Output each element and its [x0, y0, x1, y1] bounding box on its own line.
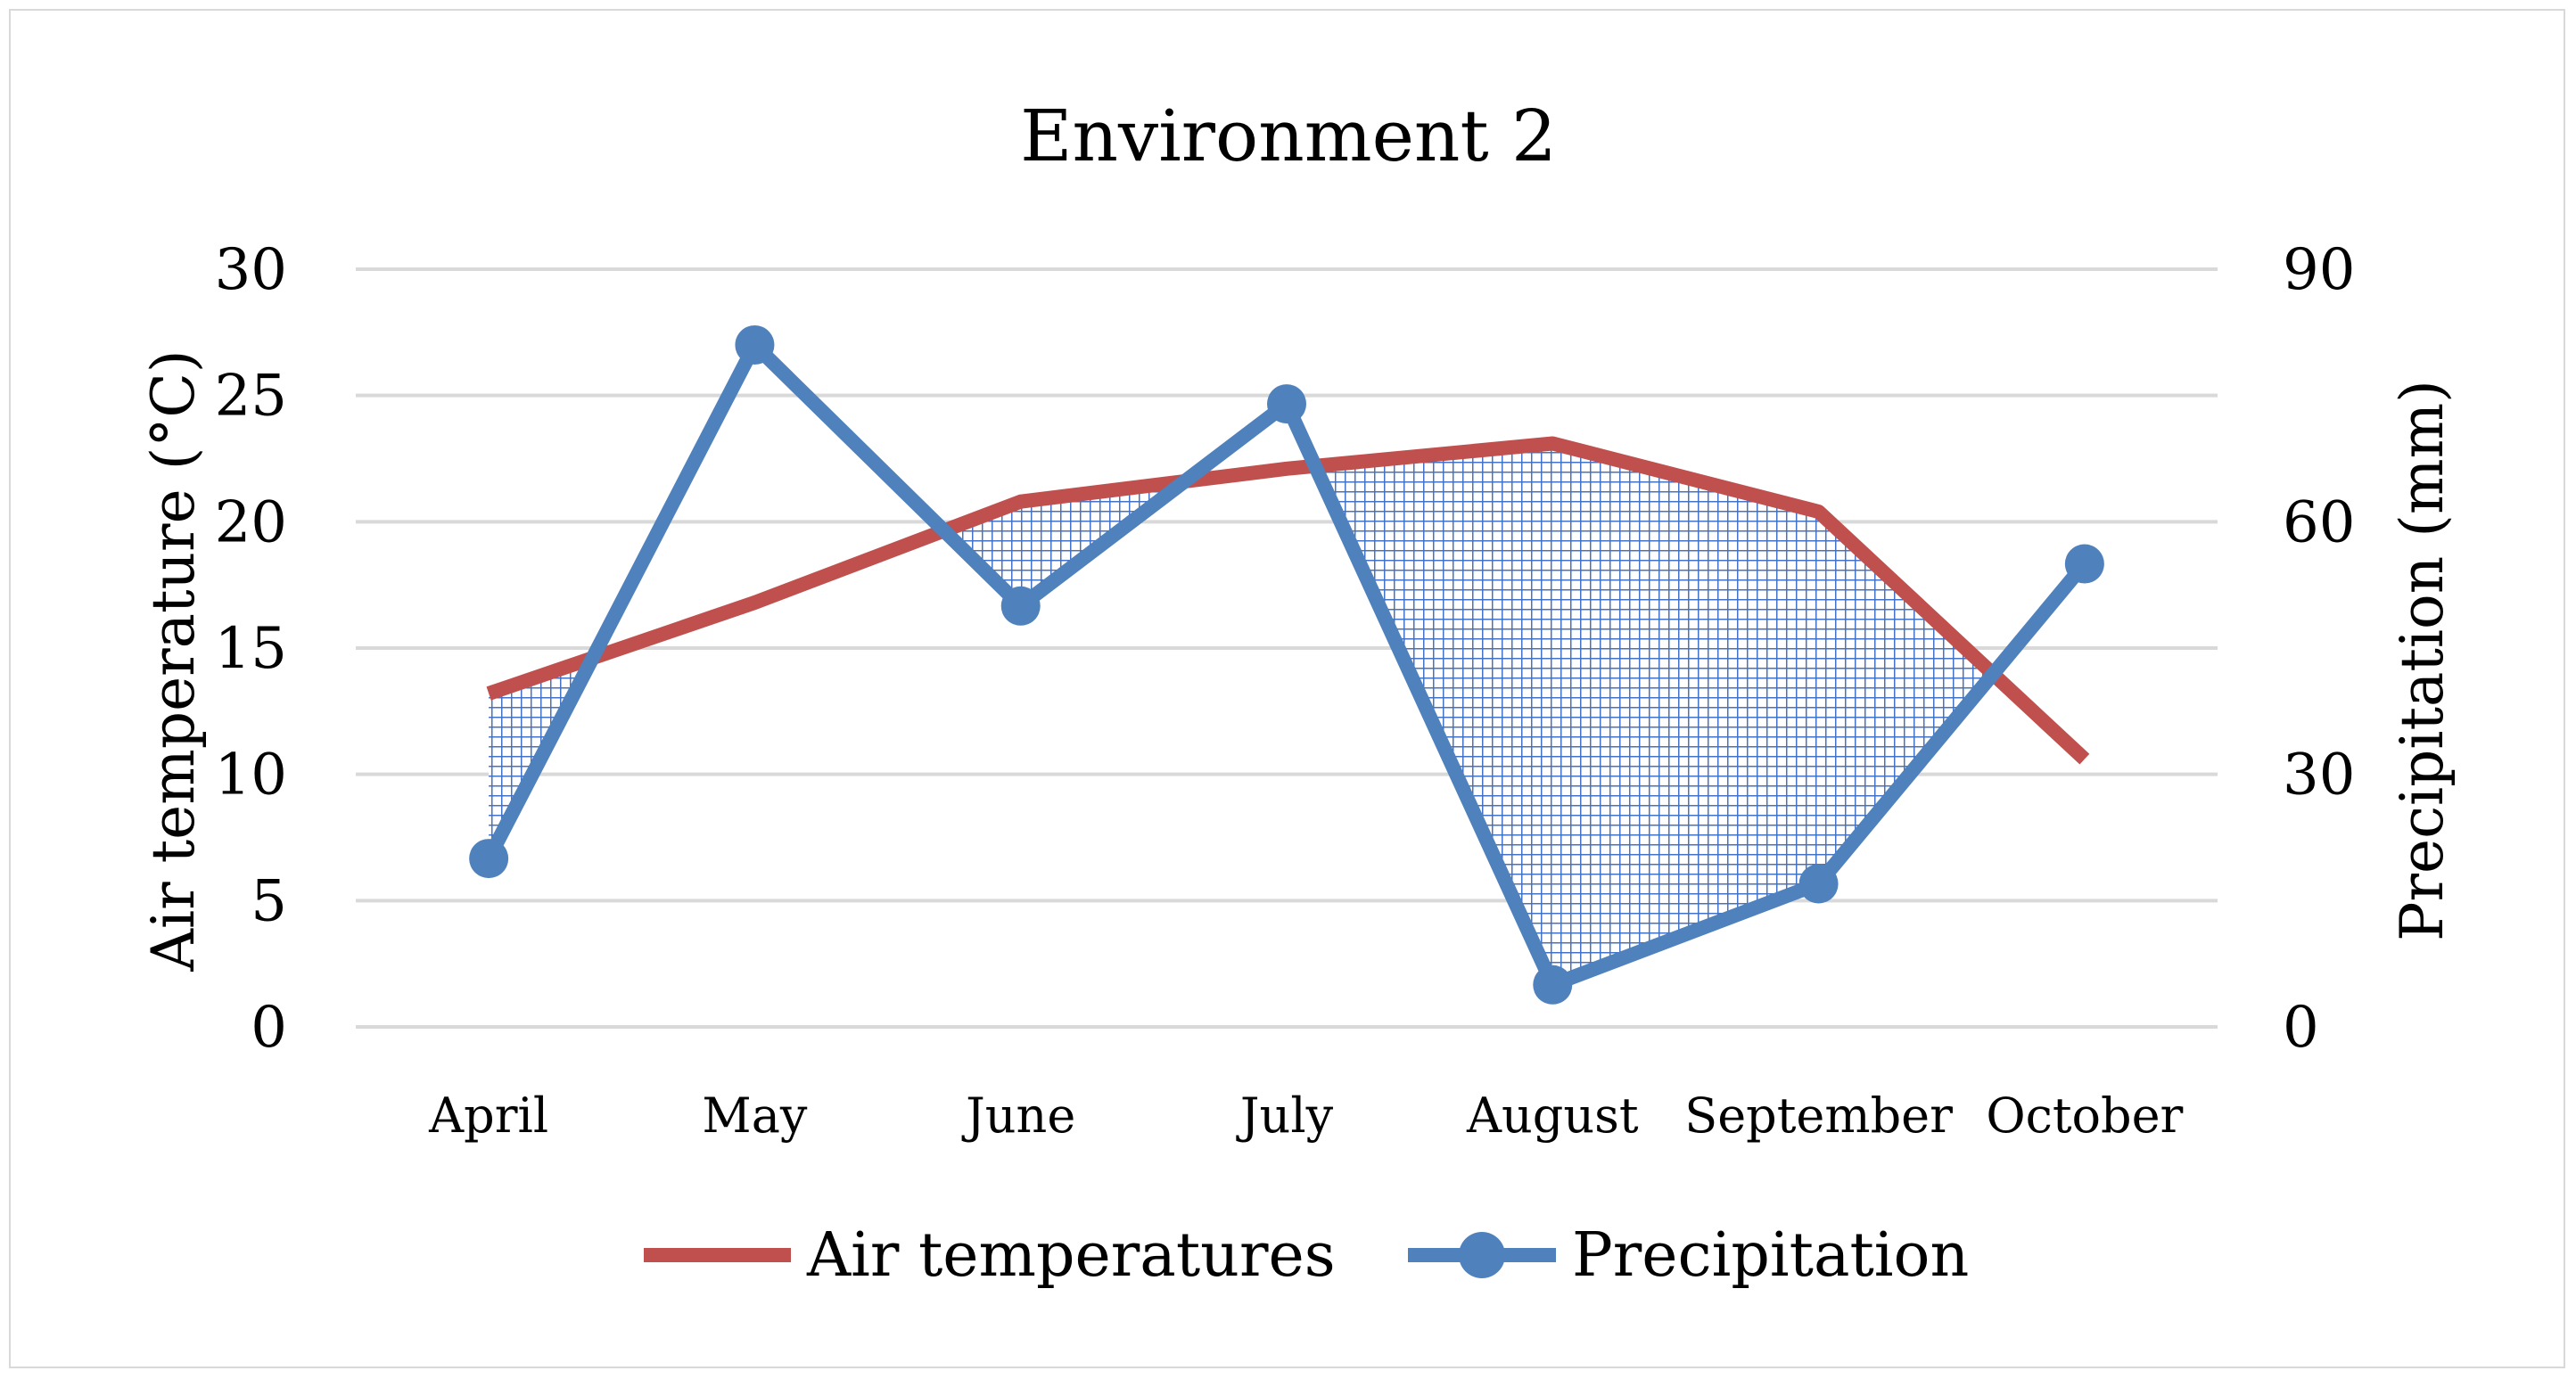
legend-label-air-temperatures: Air temperatures	[806, 1220, 1336, 1291]
x-tick-label: September	[1684, 1088, 1953, 1144]
precipitation-point	[1798, 864, 1839, 904]
x-tick-label: July	[1236, 1088, 1334, 1144]
series-line-air-temperatures	[486, 436, 2090, 765]
left-tick-label: 15	[215, 616, 287, 682]
x-tick-label: April	[428, 1088, 548, 1144]
left-axis-ticks: 0 5 10 15 20 25 30	[215, 237, 287, 1061]
legend-marker-precipitation	[1459, 1232, 1505, 1278]
precipitation-point	[1000, 586, 1041, 626]
x-tick-label: August	[1466, 1088, 1639, 1144]
left-axis-title: Air temperature (°C)	[139, 349, 208, 972]
precipitation-point	[735, 325, 775, 365]
right-axis-title: Precipitation (mm)	[2388, 380, 2457, 941]
deficit-shaded-area	[489, 443, 1994, 985]
x-axis-ticks: April May June July August September October	[428, 1088, 2183, 1144]
legend-item-precipitation: Precipitation	[1408, 1220, 1969, 1291]
chart-title: Environment 2	[1020, 94, 1557, 177]
x-tick-label: October	[1986, 1088, 2183, 1144]
left-tick-label: 5	[251, 868, 287, 934]
left-tick-label: 20	[215, 489, 287, 555]
precipitation-point	[469, 839, 509, 879]
precipitation-point	[2064, 544, 2104, 584]
x-tick-label: May	[702, 1088, 807, 1144]
right-tick-label: 90	[2283, 237, 2355, 303]
series-layer	[469, 325, 2104, 1005]
left-tick-label: 10	[215, 743, 287, 809]
chart-svg: Environment 2 0 5 10 15 20 25 30 0 30 60 90 April…	[139, 94, 2457, 1291]
right-tick-label: 60	[2283, 489, 2355, 555]
precipitation-point	[1533, 964, 1573, 1005]
legend: Air temperatures Precipitation	[644, 1220, 1969, 1291]
right-axis-ticks: 0 30 60 90	[2283, 237, 2355, 1061]
legend-label-precipitation: Precipitation	[1572, 1220, 1969, 1291]
legend-item-air-temperatures: Air temperatures	[644, 1220, 1336, 1291]
right-tick-label: 30	[2283, 743, 2355, 809]
precipitation-point	[1267, 384, 1306, 424]
left-tick-label: 30	[215, 237, 287, 303]
left-tick-label: 25	[215, 364, 287, 430]
x-tick-label: June	[961, 1088, 1075, 1144]
right-tick-label: 0	[2283, 995, 2319, 1061]
left-tick-label: 0	[251, 995, 287, 1061]
chart-frame: Environment 2 0 5 10 15 20 25 30 0 30 60 90 April…	[9, 9, 2565, 1368]
